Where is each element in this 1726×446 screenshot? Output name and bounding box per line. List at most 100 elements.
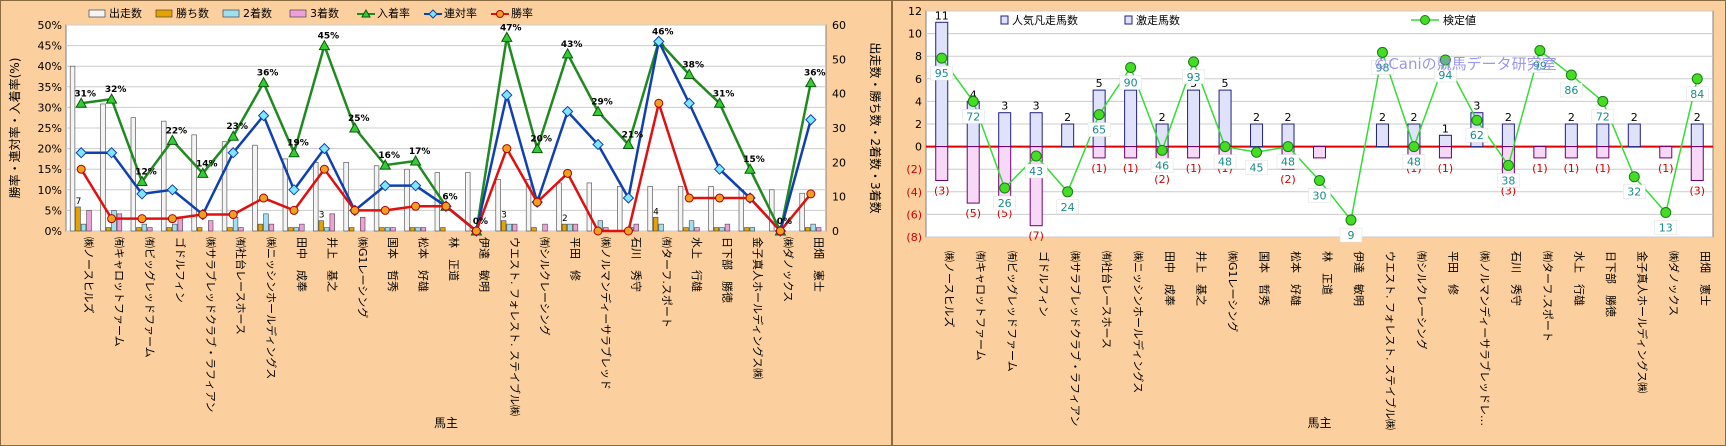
marker-検定値	[1628, 171, 1640, 183]
rate-data-label: 36%	[257, 69, 279, 79]
x-category-label: ゴドルフィン	[1037, 251, 1051, 317]
bar-2着数	[293, 227, 299, 232]
marker-入着率	[531, 142, 544, 154]
y-tick-label: 4	[915, 95, 922, 108]
legend-label-連対率: 連対率	[444, 6, 477, 20]
bar-label-neg: (1)	[1123, 162, 1139, 175]
x-category-label: 国本 哲秀	[1258, 251, 1272, 306]
legend-swatch-人気凡走馬数	[1000, 15, 1009, 25]
rate-data-label: 29%	[591, 98, 613, 108]
bar-人気凡走馬数	[1187, 89, 1201, 148]
bar-3着数	[86, 210, 92, 232]
left-chart-svg: 0%5%10%15%20%25%30%35%40%45%50%010203040…	[7, 6, 883, 430]
marker-入着率	[379, 159, 392, 170]
legend-label-2着数: 2着数	[243, 6, 272, 20]
bar-激走馬数	[1438, 146, 1452, 159]
bar-3着数	[724, 223, 731, 232]
bar-label-pos: 3	[1033, 100, 1040, 113]
bar-出走数	[100, 103, 106, 232]
x-category-label: ㈱G1レーシング	[1226, 251, 1240, 332]
bar-label-neg: (1)	[1564, 162, 1580, 175]
x-category-label: 金子真人ホールディングス㈱	[1635, 251, 1649, 393]
value-label-box	[993, 195, 1016, 211]
x-category-label: 田中 成奉	[1163, 251, 1177, 306]
y-tick-label: (8)	[906, 231, 922, 244]
rate-data-label: 0%	[777, 217, 792, 227]
value-label-box	[1245, 160, 1268, 175]
marker-入着率	[683, 68, 696, 79]
marker-連対率	[501, 89, 513, 101]
bar-label-pos: 2	[1285, 111, 1292, 124]
value-label: 13	[1659, 222, 1673, 235]
marker-連対率	[257, 109, 270, 122]
bar-勝ち数	[440, 227, 446, 232]
bar-label-pos: 2	[1253, 111, 1260, 124]
x-category-label: 金子真人ホールディングス㈱	[751, 237, 765, 379]
y-right-tick-label: 0	[832, 225, 839, 238]
bar-人気凡走馬数	[1250, 123, 1264, 148]
bar-激走馬数	[1690, 146, 1704, 182]
value-label: 26	[998, 197, 1012, 210]
legend-label-激走馬数: 激走馬数	[1136, 13, 1180, 27]
rate-data-label: 46%	[652, 27, 674, 37]
bar-出走数	[465, 172, 471, 232]
bar-label-pos: 5	[1222, 77, 1229, 90]
marker-検定値	[967, 95, 979, 107]
bar-激走馬数	[1596, 146, 1610, 159]
rate-data-label: 15%	[743, 155, 765, 165]
bar-label-neg: (1)	[1438, 162, 1454, 175]
marker-連対率	[622, 192, 635, 204]
legend-swatch-2着数	[222, 9, 240, 18]
marker-検定値	[999, 182, 1011, 194]
y-left-tick-label: 35%	[38, 81, 62, 94]
bar-出走数	[404, 168, 410, 232]
bar-label-neg: (3)	[934, 185, 950, 198]
x-category-label: ㈲キャロットファーム	[974, 251, 987, 361]
bar-勝ち数	[348, 227, 355, 232]
marker-検定値	[1534, 45, 1546, 57]
y-right-tick-label: 50	[832, 53, 846, 66]
bar-label-neg: (1)	[1595, 162, 1611, 175]
bar-出走数	[525, 179, 532, 232]
bar-label-pos: 2	[1159, 111, 1166, 124]
marker-連対率	[409, 179, 422, 192]
marker-検定値	[1502, 159, 1514, 171]
bar-3着数	[572, 223, 579, 232]
value-label: 99	[1533, 60, 1547, 73]
marker-入着率	[500, 31, 513, 42]
bar-人気凡走馬数	[1061, 123, 1075, 148]
marker-勝率	[502, 144, 512, 154]
legend-marker-連対率	[428, 9, 438, 19]
y-tick-label: 8	[915, 50, 922, 63]
value-label: 48	[1281, 156, 1295, 169]
rate-data-label: 25%	[348, 114, 370, 124]
rate-data-label: 47%	[500, 23, 522, 33]
y-left-tick-label: 0%	[45, 225, 62, 238]
bar-激走馬数	[1313, 146, 1326, 159]
bar-出走数	[69, 65, 76, 232]
bar-2着数	[141, 223, 147, 232]
rate-data-label: 20%	[530, 135, 552, 145]
x-category-label: 水上 行雄	[690, 237, 704, 292]
rate-data-label: 6%	[442, 192, 457, 202]
marker-連対率	[105, 147, 118, 159]
x-category-label: ㈲キャロットファーム	[113, 237, 126, 347]
marker-入着率	[592, 105, 604, 117]
bar-2着数	[263, 213, 269, 232]
bar-label-pos: 5	[1096, 77, 1103, 90]
bar-label-pos: 4	[970, 88, 977, 101]
bar-勝ち数	[197, 227, 203, 232]
bar-2着数	[719, 227, 725, 232]
watermark: ©Caniの競馬データ研究室	[1373, 55, 1556, 73]
marker-連対率	[227, 147, 239, 159]
value-label: 62	[1470, 129, 1484, 142]
bar-3着数	[694, 227, 700, 232]
value-label: 72	[1596, 110, 1610, 123]
value-label: 48	[1218, 156, 1232, 169]
x-category-label: 国本 哲秀	[386, 237, 400, 292]
bar-label-pos: 2	[1064, 111, 1071, 124]
marker-入着率	[257, 76, 270, 88]
value-label-box	[1150, 158, 1174, 173]
bar-人気凡走馬数	[935, 21, 949, 148]
